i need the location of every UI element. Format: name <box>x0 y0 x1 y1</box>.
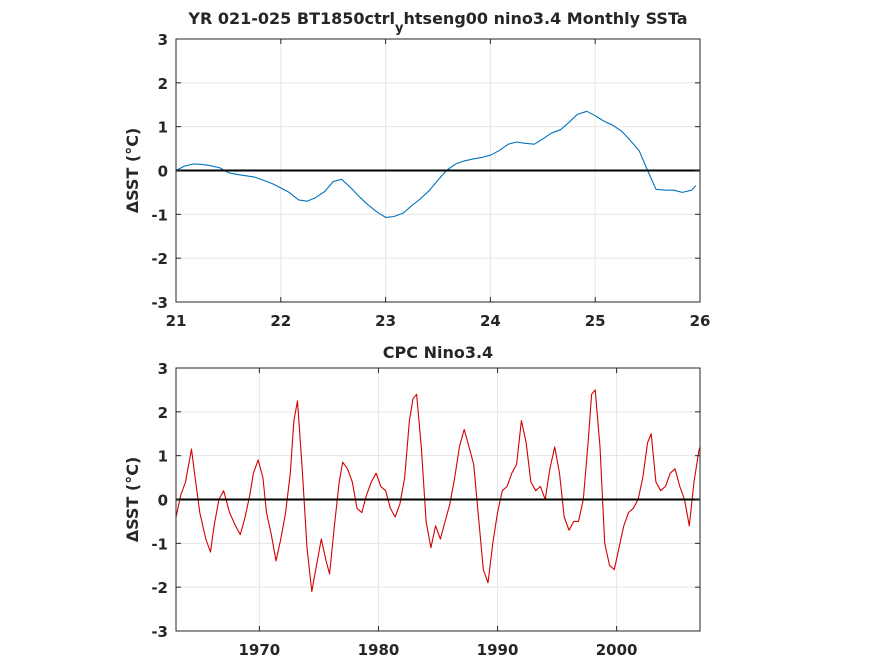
y-tick-label: -1 <box>151 206 168 224</box>
x-tick-label: 23 <box>375 312 396 330</box>
bottom-chart-panel: 1970 1980 1990 2000 -3 -2 -1 0 1 2 3 ΔSST (°C) CPC N… <box>123 343 701 656</box>
x-tick-label: 24 <box>480 312 501 330</box>
y-tick-label: 2 <box>158 75 168 93</box>
x-tick-label: 22 <box>270 312 291 330</box>
y-tick-label: 3 <box>158 31 168 49</box>
x-tick-label: 21 <box>166 312 187 330</box>
y-tick-label: 1 <box>158 119 168 137</box>
y-tick-label: -2 <box>151 579 168 597</box>
x-tick-label: 1990 <box>477 641 519 656</box>
chart-title: CPC Nino3.4 <box>383 343 493 362</box>
y-axis-label: ΔSST (°C) <box>123 457 142 543</box>
y-tick-label: -3 <box>151 623 168 641</box>
y-tick-label: 1 <box>158 448 168 466</box>
y-tick-label: -1 <box>151 535 168 553</box>
series-line <box>175 110 697 218</box>
x-tick-label: 26 <box>690 312 711 330</box>
y-tick-label: 2 <box>158 404 168 422</box>
x-tick-label: 1980 <box>358 641 400 656</box>
y-tick-label: 3 <box>158 360 168 378</box>
y-tick-label: -2 <box>151 250 168 268</box>
x-tick-label: 25 <box>585 312 606 330</box>
x-tick-label: 2000 <box>596 641 638 656</box>
y-axis-label: ΔSST (°C) <box>123 128 142 214</box>
y-tick-label: -3 <box>151 294 168 312</box>
x-tick-label: 1970 <box>238 641 280 656</box>
chart-title: YR 021-025 BT1850ctrlyhtseng00 nino3.4 M… <box>187 9 687 36</box>
y-tick-label: 0 <box>158 163 168 181</box>
y-tick-label: 0 <box>158 492 168 510</box>
series-line <box>175 389 701 593</box>
